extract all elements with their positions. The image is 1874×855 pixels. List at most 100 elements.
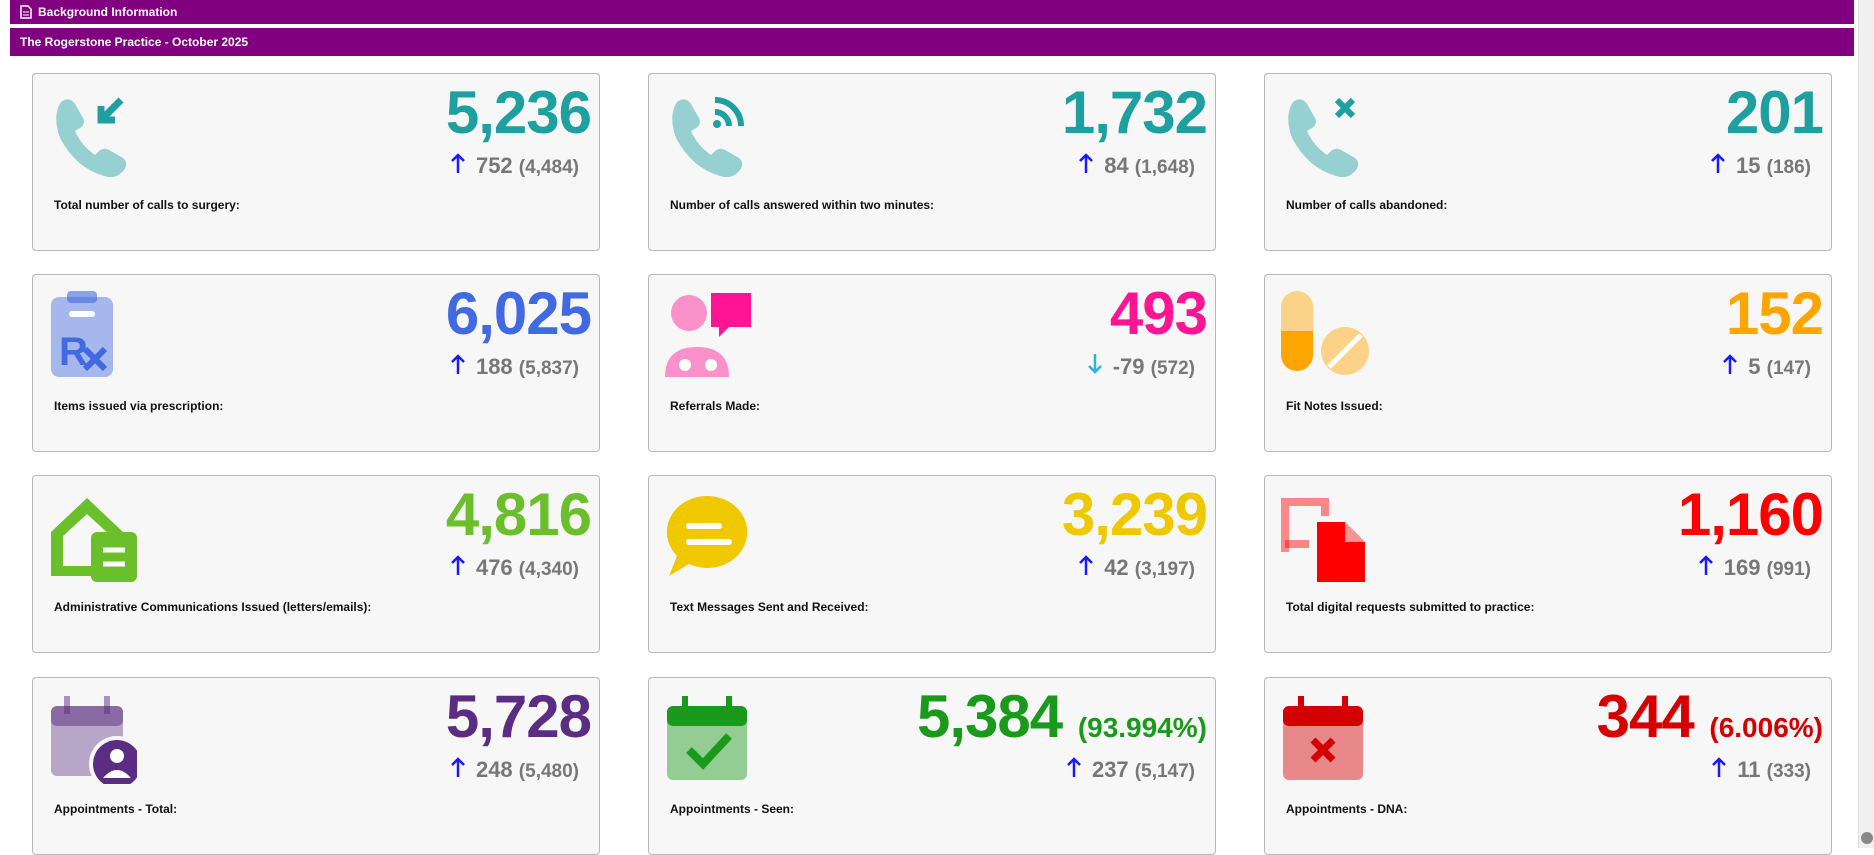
section-bar[interactable]: Background Information [10, 0, 1854, 24]
trend-arrow [1698, 554, 1714, 582]
previous-value: (991) [1766, 559, 1811, 580]
trend-arrow [1711, 756, 1727, 784]
spacer [1062, 683, 1078, 750]
card-icon [47, 492, 137, 582]
arrow-icon [1712, 757, 1727, 777]
percent-text: (93.994%) [1077, 712, 1207, 743]
trend-arrow [1078, 554, 1094, 582]
previous-value: (5,480) [518, 761, 579, 782]
trend-arrow [450, 756, 466, 784]
change-row: 188 (5,837) [450, 353, 579, 381]
change-row: 84 (1,648) [1078, 152, 1195, 180]
change-row: 42 (3,197) [1078, 554, 1195, 582]
change-value: 188 [475, 354, 513, 379]
stat-value: 3,239 [1062, 480, 1208, 550]
value-text: 152 [1725, 280, 1824, 347]
stat-value: 201 [1726, 78, 1824, 148]
card-icon [1279, 492, 1369, 584]
change-row: 15 (186) [1710, 152, 1811, 180]
previous-value: (3,197) [1134, 559, 1195, 580]
practice-bar: The Rogerstone Practice - October 2025 [10, 28, 1854, 56]
arrow-icon [451, 153, 465, 173]
stat-value: 493 [1109, 279, 1208, 349]
previous-value: (147) [1766, 358, 1811, 379]
card-icon [663, 90, 753, 180]
change-value: 237 [1091, 757, 1129, 782]
arrow-icon [1079, 555, 1094, 575]
scrollbar[interactable] [1858, 0, 1874, 848]
change-value: 15 [1736, 153, 1761, 178]
stat-card: 5,384 (93.994%) 237 (5,147) Appointments -… [648, 677, 1216, 855]
change-group: 169 (991) [1724, 555, 1811, 581]
stat-label: Appointments - Seen: [670, 802, 795, 816]
arrow-icon [451, 757, 465, 777]
previous-value: (572) [1150, 358, 1195, 379]
arrow-icon [451, 354, 465, 374]
card-icon [47, 90, 137, 180]
trend-arrow [1078, 152, 1094, 180]
arrow-icon [1698, 555, 1713, 575]
trend-arrow [450, 353, 466, 381]
stat-value: 4,816 [446, 480, 592, 550]
icon-graphic: R [51, 291, 113, 377]
change-value: 42 [1104, 555, 1129, 580]
change-row: 476 (4,340) [450, 554, 579, 582]
stat-label: Referrals Made: [670, 399, 761, 413]
change-value: 169 [1723, 555, 1761, 580]
stat-card: 3,239 42 (3,197) Text Messages Sent and Re… [648, 475, 1216, 653]
stat-label: Text Messages Sent and Received: [670, 600, 869, 614]
stat-label: Items issued via prescription: [54, 399, 224, 413]
doc-icon [20, 5, 32, 19]
change-group: 188 (5,837) [476, 354, 579, 380]
value-text: 493 [1109, 280, 1208, 347]
arrow-icon [1067, 757, 1081, 777]
section-title: Background Information [38, 5, 178, 19]
card-icon: R [47, 291, 137, 381]
stat-card: 344 (6.006%) 11 (333) Appointments - DNA: [1264, 677, 1832, 855]
change-value: 11 [1737, 757, 1761, 782]
icon-graphic [666, 495, 748, 576]
stat-value: 152 [1725, 279, 1824, 349]
previous-value: (5,147) [1134, 761, 1195, 782]
change-row: 752 (4,484) [450, 152, 579, 180]
stat-label: Total number of calls to surgery: [54, 198, 240, 212]
change-group: 15 (186) [1736, 153, 1811, 179]
icon-graphic [667, 696, 747, 780]
previous-value: (186) [1766, 157, 1811, 178]
value-text: 1,732 [1061, 79, 1208, 146]
change-group: -79 (572) [1113, 354, 1195, 380]
trend-arrow [1722, 353, 1738, 381]
value-text: 6,025 [445, 280, 592, 347]
previous-value: (333) [1766, 761, 1811, 782]
change-group: 11 (333) [1737, 757, 1811, 783]
stat-value: 6,025 [445, 279, 592, 349]
stat-label: Administrative Communications Issued (le… [54, 600, 372, 614]
previous-value: (4,340) [518, 559, 579, 580]
card-icon [1279, 90, 1369, 180]
icon-graphic [56, 97, 127, 178]
icon-graphic [665, 293, 751, 377]
change-row: 237 (5,147) [1066, 756, 1195, 784]
change-value: 752 [475, 153, 513, 178]
change-group: 752 (4,484) [476, 153, 579, 179]
scroll-button[interactable] [1861, 832, 1873, 844]
change-group: 248 (5,480) [476, 757, 579, 783]
stat-label: Appointments - Total: [54, 802, 178, 816]
arrow-icon [1087, 354, 1102, 374]
stat-card: 493 -79 (572) Referrals Made: [648, 274, 1216, 452]
change-value: 5 [1748, 354, 1761, 379]
card-icon [663, 291, 753, 381]
stat-card: 152 5 (147) Fit Notes Issued: [1264, 274, 1832, 452]
icon-graphic [51, 696, 145, 792]
icon-graphic [1288, 97, 1359, 178]
change-row: 169 (991) [1698, 554, 1811, 582]
change-row: 248 (5,480) [450, 756, 579, 784]
change-group: 237 (5,147) [1092, 757, 1195, 783]
icon-graphic [1281, 291, 1369, 375]
value-text: 5,236 [445, 79, 592, 146]
stat-label: Number of calls abandoned: [1286, 198, 1448, 212]
stat-label: Fit Notes Issued: [1286, 399, 1383, 413]
trend-arrow [1710, 152, 1726, 180]
trend-arrow [450, 152, 466, 180]
